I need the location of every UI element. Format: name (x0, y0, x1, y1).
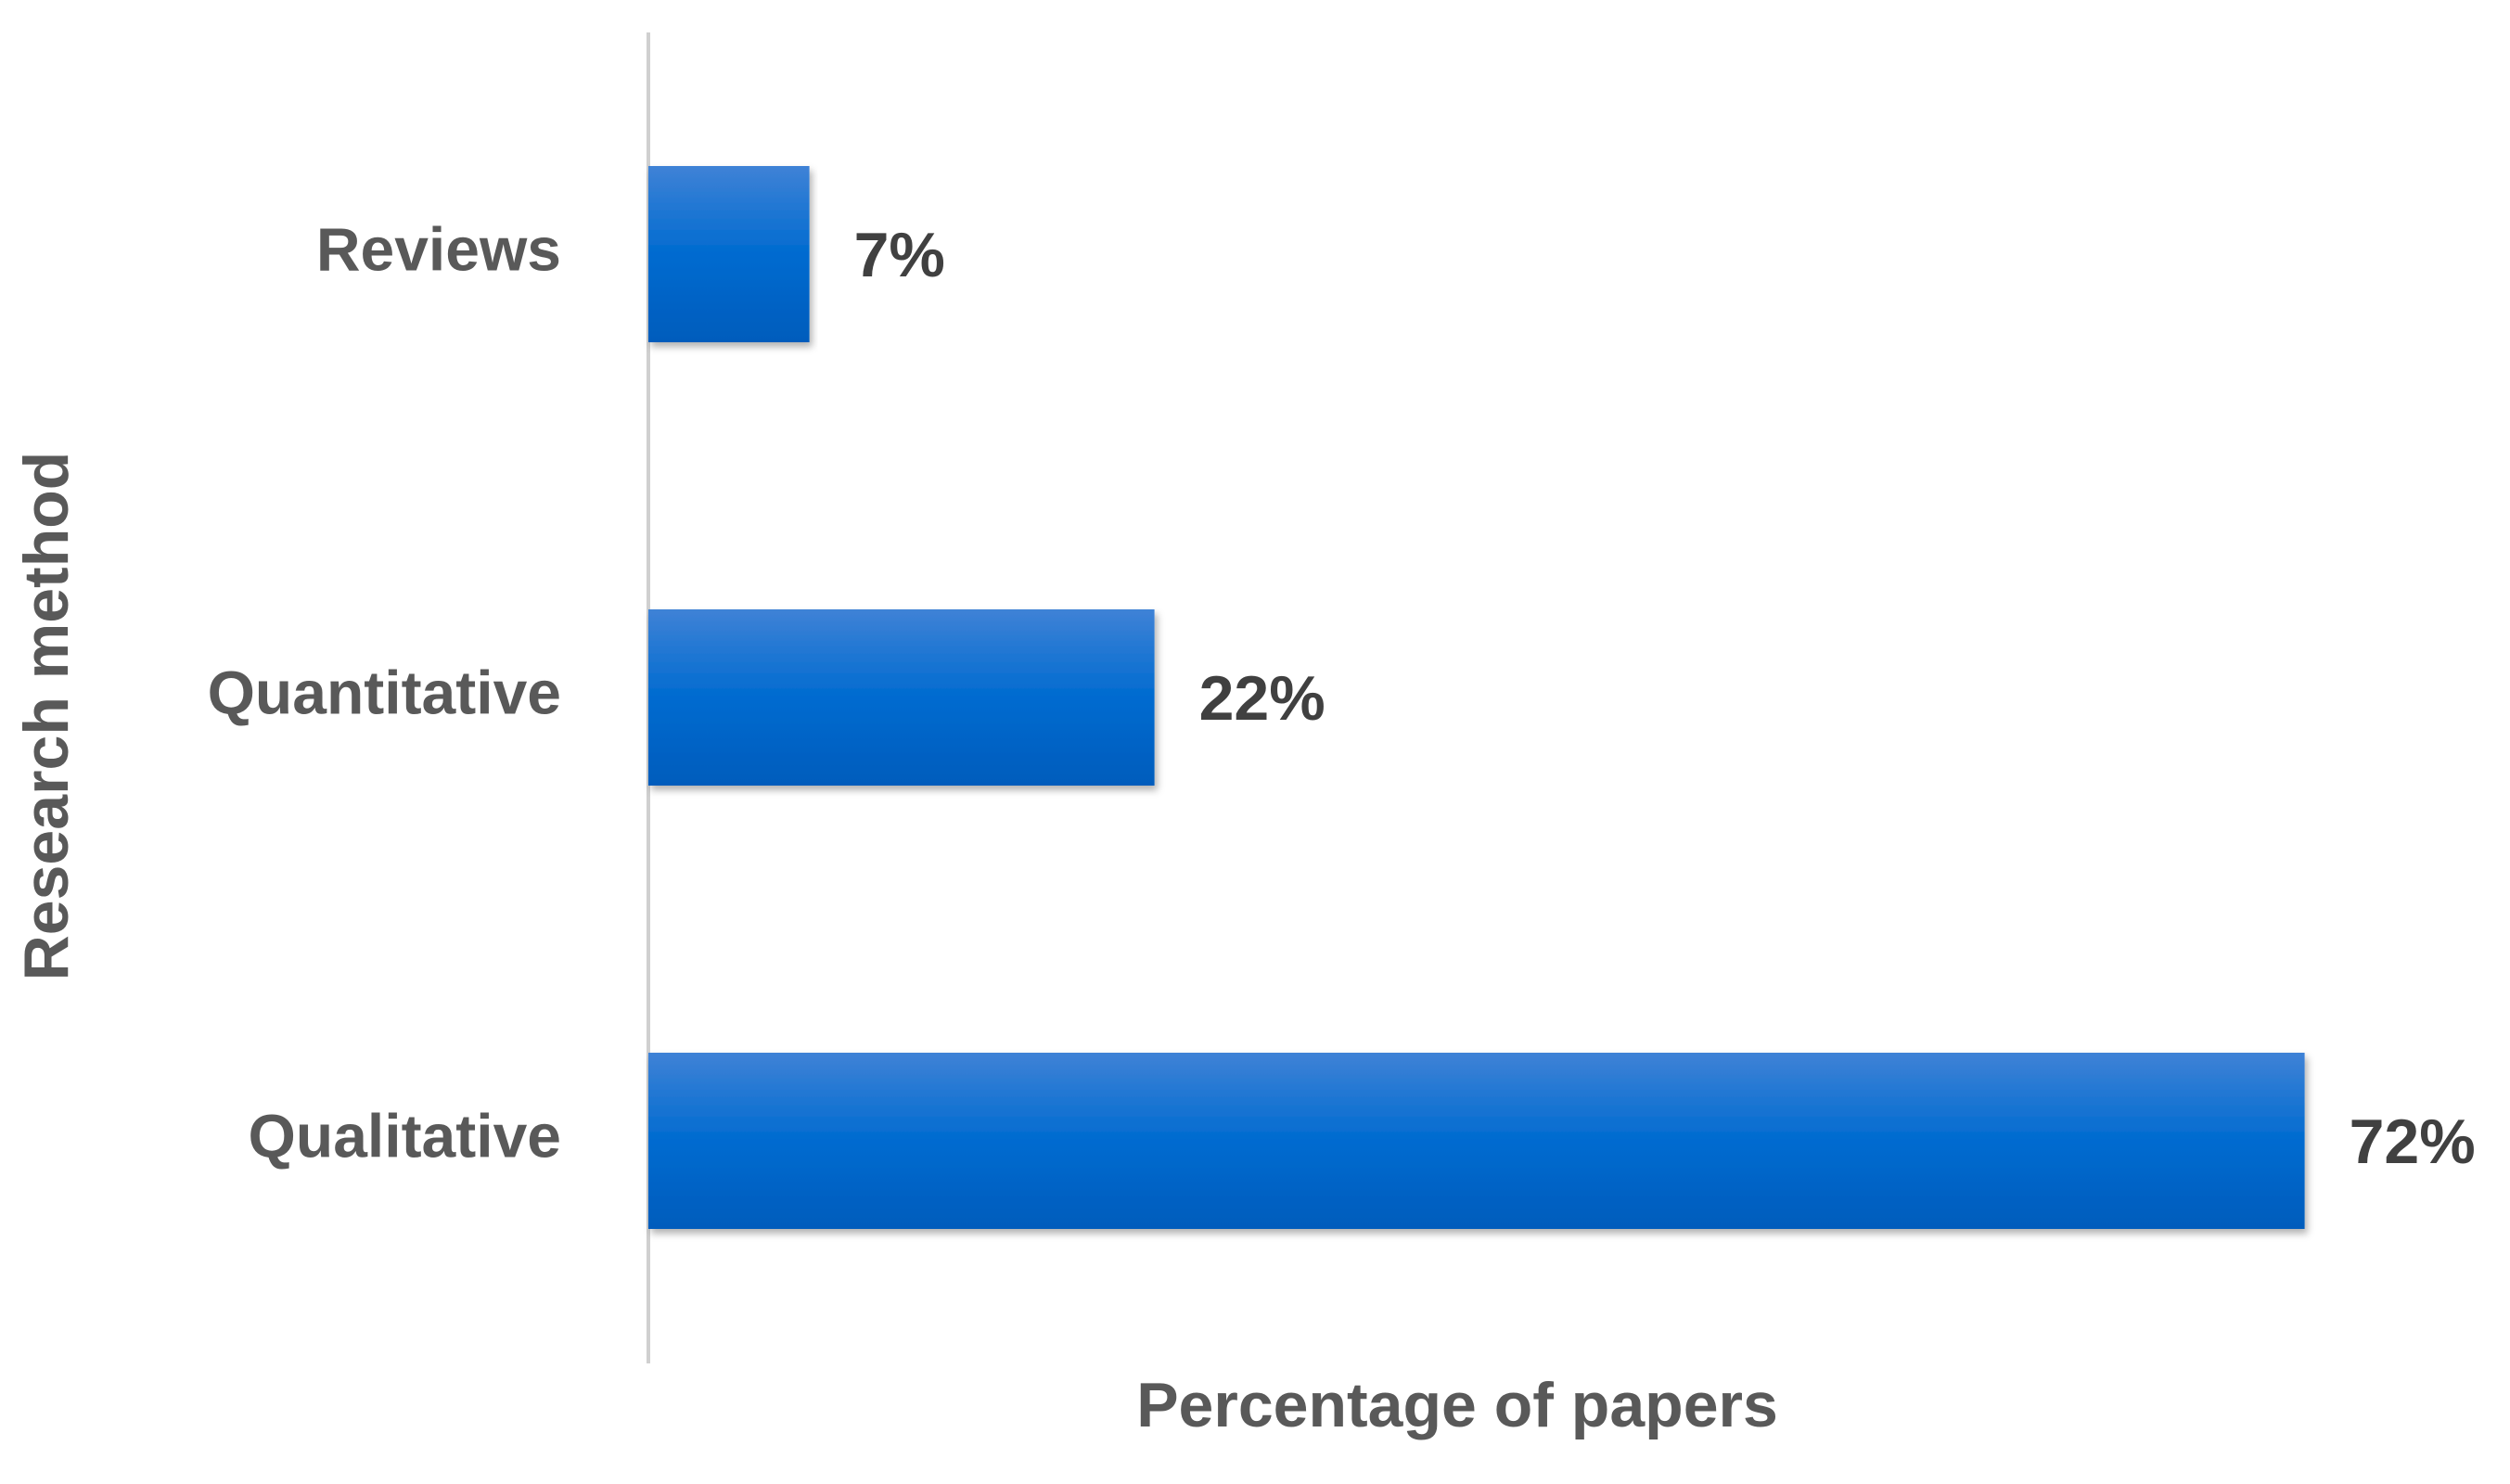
bar (648, 166, 810, 342)
y-tick-label: Quantitative (208, 658, 561, 726)
y-tick-label: Qualitative (249, 1101, 561, 1170)
bar (648, 609, 1155, 786)
x-axis-title: Percentage of papers (1136, 1370, 1778, 1440)
bar (648, 1053, 2305, 1229)
y-tick-label: Reviews (316, 214, 561, 283)
data-label: 22% (1199, 663, 1325, 734)
y-axis-title: Research method (11, 452, 82, 981)
data-label: 7% (854, 220, 945, 290)
data-label: 72% (2350, 1107, 2476, 1177)
